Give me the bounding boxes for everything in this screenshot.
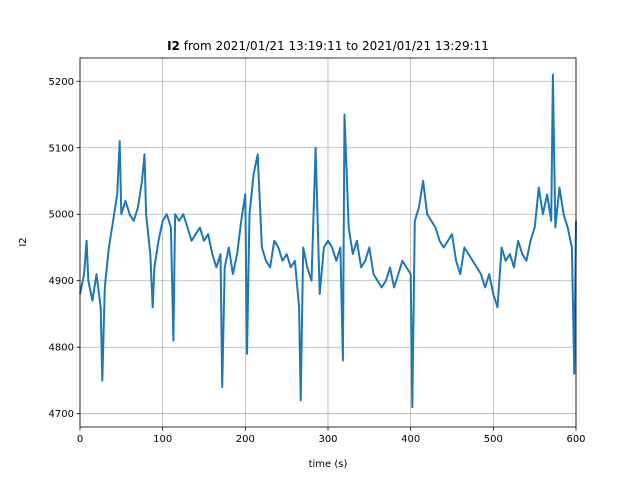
x-tick-label: 400 — [401, 434, 420, 445]
x-tick-label: 100 — [153, 434, 172, 445]
grid-lines — [79, 58, 577, 427]
chart-title-bold: I2 — [167, 39, 180, 53]
series-layer — [79, 73, 577, 409]
x-tick-label: 300 — [318, 434, 337, 445]
y-tick-label: 4700 — [49, 409, 74, 420]
chart-title: I2 from 2021/01/21 13:19:11 to 2021/01/2… — [167, 39, 489, 53]
y-tick-label: 5000 — [49, 210, 74, 221]
y-axis-label: I2 — [18, 237, 29, 246]
series-line — [79, 73, 577, 409]
x-tick-label: 200 — [236, 434, 255, 445]
x-tick-label: 600 — [566, 434, 585, 445]
x-axis-label: time (s) — [309, 459, 348, 470]
y-tick-label: 5100 — [49, 143, 74, 154]
x-tick-label: 0 — [77, 434, 83, 445]
y-tick-label: 5200 — [49, 77, 74, 88]
chart-title-rest: from 2021/01/21 13:19:11 to 2021/01/21 1… — [180, 39, 489, 53]
axis-ticks: 0 100 200 300 400 500 600 4700 4800 4900 5000 5100 5… — [49, 77, 586, 445]
y-tick-label: 4800 — [49, 343, 74, 354]
y-tick-label: 4900 — [49, 276, 74, 287]
x-tick-label: 500 — [484, 434, 503, 445]
